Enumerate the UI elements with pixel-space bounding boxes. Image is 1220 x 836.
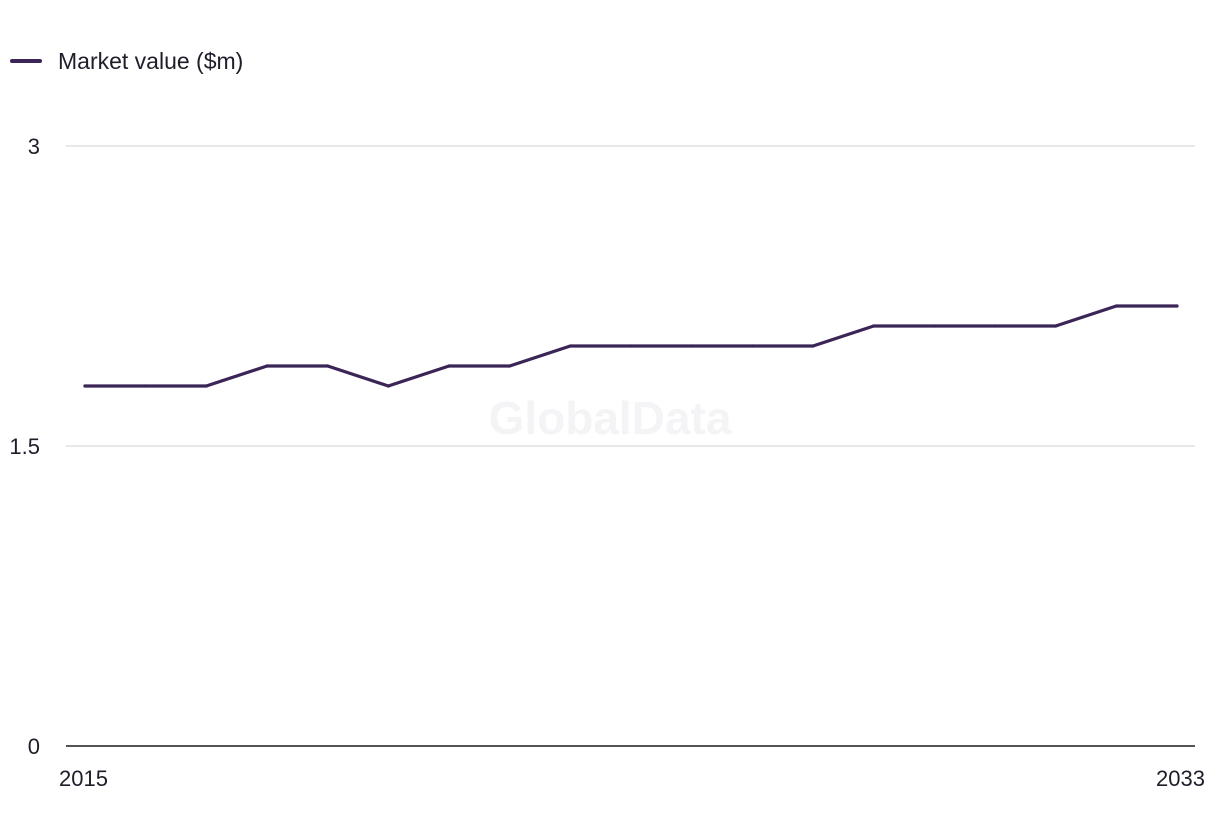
- data-point: [690, 344, 694, 348]
- data-point: [1114, 304, 1118, 308]
- data-point: [811, 344, 815, 348]
- data-point: [83, 384, 87, 388]
- y-tick-label: 1.5: [9, 434, 40, 459]
- data-point: [204, 384, 208, 388]
- legend-swatch: [10, 59, 42, 63]
- x-tick-label: 2033: [1156, 766, 1205, 791]
- data-point: [144, 384, 148, 388]
- y-tick-label: 3: [28, 134, 40, 159]
- legend: Market value ($m): [10, 44, 243, 78]
- data-point: [568, 344, 572, 348]
- data-point: [750, 344, 754, 348]
- data-point: [326, 364, 330, 368]
- data-point: [265, 364, 269, 368]
- data-point: [872, 324, 876, 328]
- watermark-text: GlobalData: [489, 392, 732, 444]
- y-tick-label: 0: [28, 734, 40, 759]
- data-point: [993, 324, 997, 328]
- data-point: [386, 384, 390, 388]
- x-tick-label: 2015: [59, 766, 108, 791]
- x-axis-ticks: 2015 2033: [59, 766, 1205, 791]
- y-axis-ticks: 01.53: [9, 134, 40, 759]
- data-point: [1054, 324, 1058, 328]
- data-point: [508, 364, 512, 368]
- data-point: [447, 364, 451, 368]
- data-point: [932, 324, 936, 328]
- legend-label: Market value ($m): [58, 47, 244, 74]
- gridlines: [66, 145, 1195, 747]
- data-point: [629, 344, 633, 348]
- series-layer: [83, 304, 1179, 388]
- data-point: [1175, 304, 1179, 308]
